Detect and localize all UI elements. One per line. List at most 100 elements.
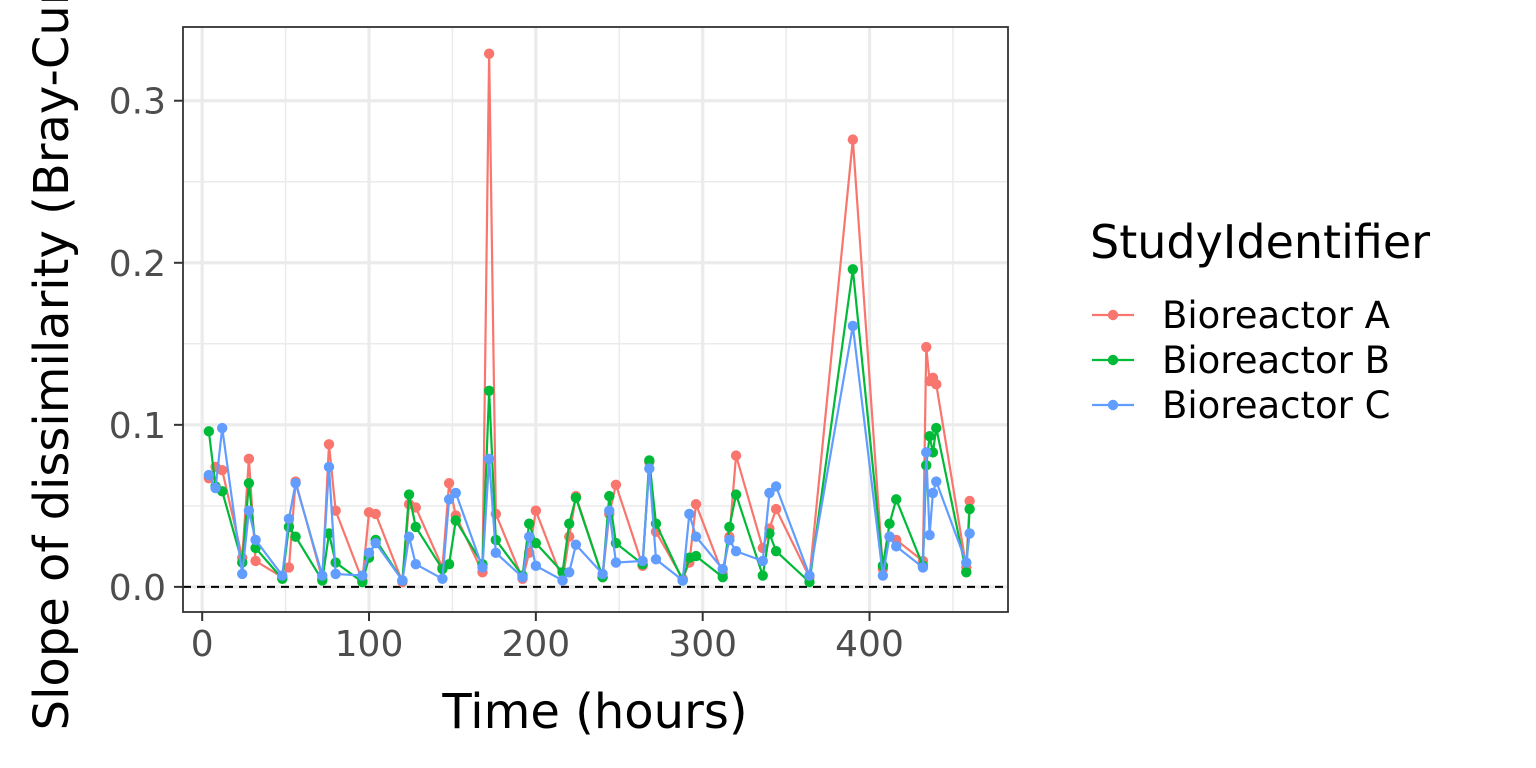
x-tick-label: 100 — [335, 624, 404, 665]
data-point — [924, 431, 934, 441]
data-point — [237, 569, 247, 579]
data-point — [491, 548, 501, 558]
data-point — [244, 506, 254, 516]
data-point — [290, 478, 300, 488]
data-point — [731, 489, 741, 499]
data-point — [517, 572, 527, 582]
data-point — [891, 541, 901, 551]
data-point — [691, 551, 701, 561]
data-point — [330, 569, 340, 579]
data-point — [718, 564, 728, 574]
legend-key-point — [1108, 400, 1118, 410]
data-point — [557, 575, 567, 585]
data-point — [604, 491, 614, 501]
data-point — [611, 557, 621, 567]
data-point — [324, 439, 334, 449]
data-point — [931, 423, 941, 433]
legend-label: Bioreactor B — [1162, 339, 1390, 382]
data-point — [961, 557, 971, 567]
x-tick-label: 300 — [668, 624, 737, 665]
data-point — [404, 531, 414, 541]
data-point — [771, 481, 781, 491]
data-point — [677, 575, 687, 585]
data-point — [878, 570, 888, 580]
y-tick-label: 0.1 — [109, 406, 166, 447]
data-point — [250, 556, 260, 566]
y-axis-title: Slope of dissimilarity (Bray-Curtis) — [24, 0, 80, 730]
data-point — [210, 483, 220, 493]
data-point — [884, 531, 894, 541]
data-point — [691, 499, 701, 509]
data-point — [484, 454, 494, 464]
data-point — [684, 509, 694, 519]
data-point — [651, 554, 661, 564]
data-point — [357, 570, 367, 580]
data-point — [891, 494, 901, 504]
data-point — [290, 531, 300, 541]
y-tick-label: 0.2 — [109, 244, 166, 285]
data-point — [771, 504, 781, 514]
data-point — [484, 386, 494, 396]
data-point — [564, 531, 574, 541]
data-point — [364, 548, 374, 558]
data-point — [531, 561, 541, 571]
data-point — [564, 518, 574, 528]
data-point — [931, 379, 941, 389]
data-point — [564, 567, 574, 577]
data-point — [370, 538, 380, 548]
data-point — [848, 264, 858, 274]
data-point — [848, 134, 858, 144]
data-point — [524, 518, 534, 528]
data-point — [531, 506, 541, 516]
data-point — [284, 514, 294, 524]
data-point — [731, 450, 741, 460]
y-tick-label: 0.0 — [109, 568, 166, 609]
data-point — [931, 476, 941, 486]
data-point — [611, 480, 621, 490]
data-point — [217, 423, 227, 433]
data-point — [404, 489, 414, 499]
x-tick-label: 0 — [191, 624, 214, 665]
x-axis-title: Time (hours) — [441, 684, 747, 740]
x-tick-label: 200 — [501, 624, 570, 665]
data-point — [691, 531, 701, 541]
data-point — [928, 488, 938, 498]
data-point — [397, 575, 407, 585]
data-point — [444, 559, 454, 569]
data-point — [758, 556, 768, 566]
data-point — [411, 522, 421, 532]
data-point — [597, 569, 607, 579]
data-point — [411, 559, 421, 569]
data-point — [324, 462, 334, 472]
x-tick-label: 400 — [835, 624, 904, 665]
data-point — [604, 506, 614, 516]
data-point — [731, 546, 741, 556]
data-point — [370, 509, 380, 519]
data-point — [524, 531, 534, 541]
legend-title: StudyIdentifier — [1090, 215, 1430, 269]
data-point — [317, 570, 327, 580]
data-point — [571, 493, 581, 503]
data-point — [921, 447, 931, 457]
legend-label: Bioreactor A — [1162, 294, 1390, 337]
data-point — [724, 522, 734, 532]
data-point — [477, 562, 487, 572]
data-point — [571, 540, 581, 550]
data-point — [964, 528, 974, 538]
legend-label: Bioreactor C — [1162, 384, 1390, 427]
data-point — [244, 478, 254, 488]
legend-key-point — [1108, 310, 1118, 320]
data-point — [244, 454, 254, 464]
data-point — [484, 49, 494, 59]
data-point — [918, 562, 928, 572]
data-point — [204, 426, 214, 436]
data-point — [437, 574, 447, 584]
y-tick-label: 0.3 — [109, 82, 166, 123]
data-point — [964, 504, 974, 514]
data-point — [758, 570, 768, 580]
data-point — [924, 530, 934, 540]
data-point — [250, 535, 260, 545]
data-point — [451, 515, 461, 525]
data-point — [637, 556, 647, 566]
